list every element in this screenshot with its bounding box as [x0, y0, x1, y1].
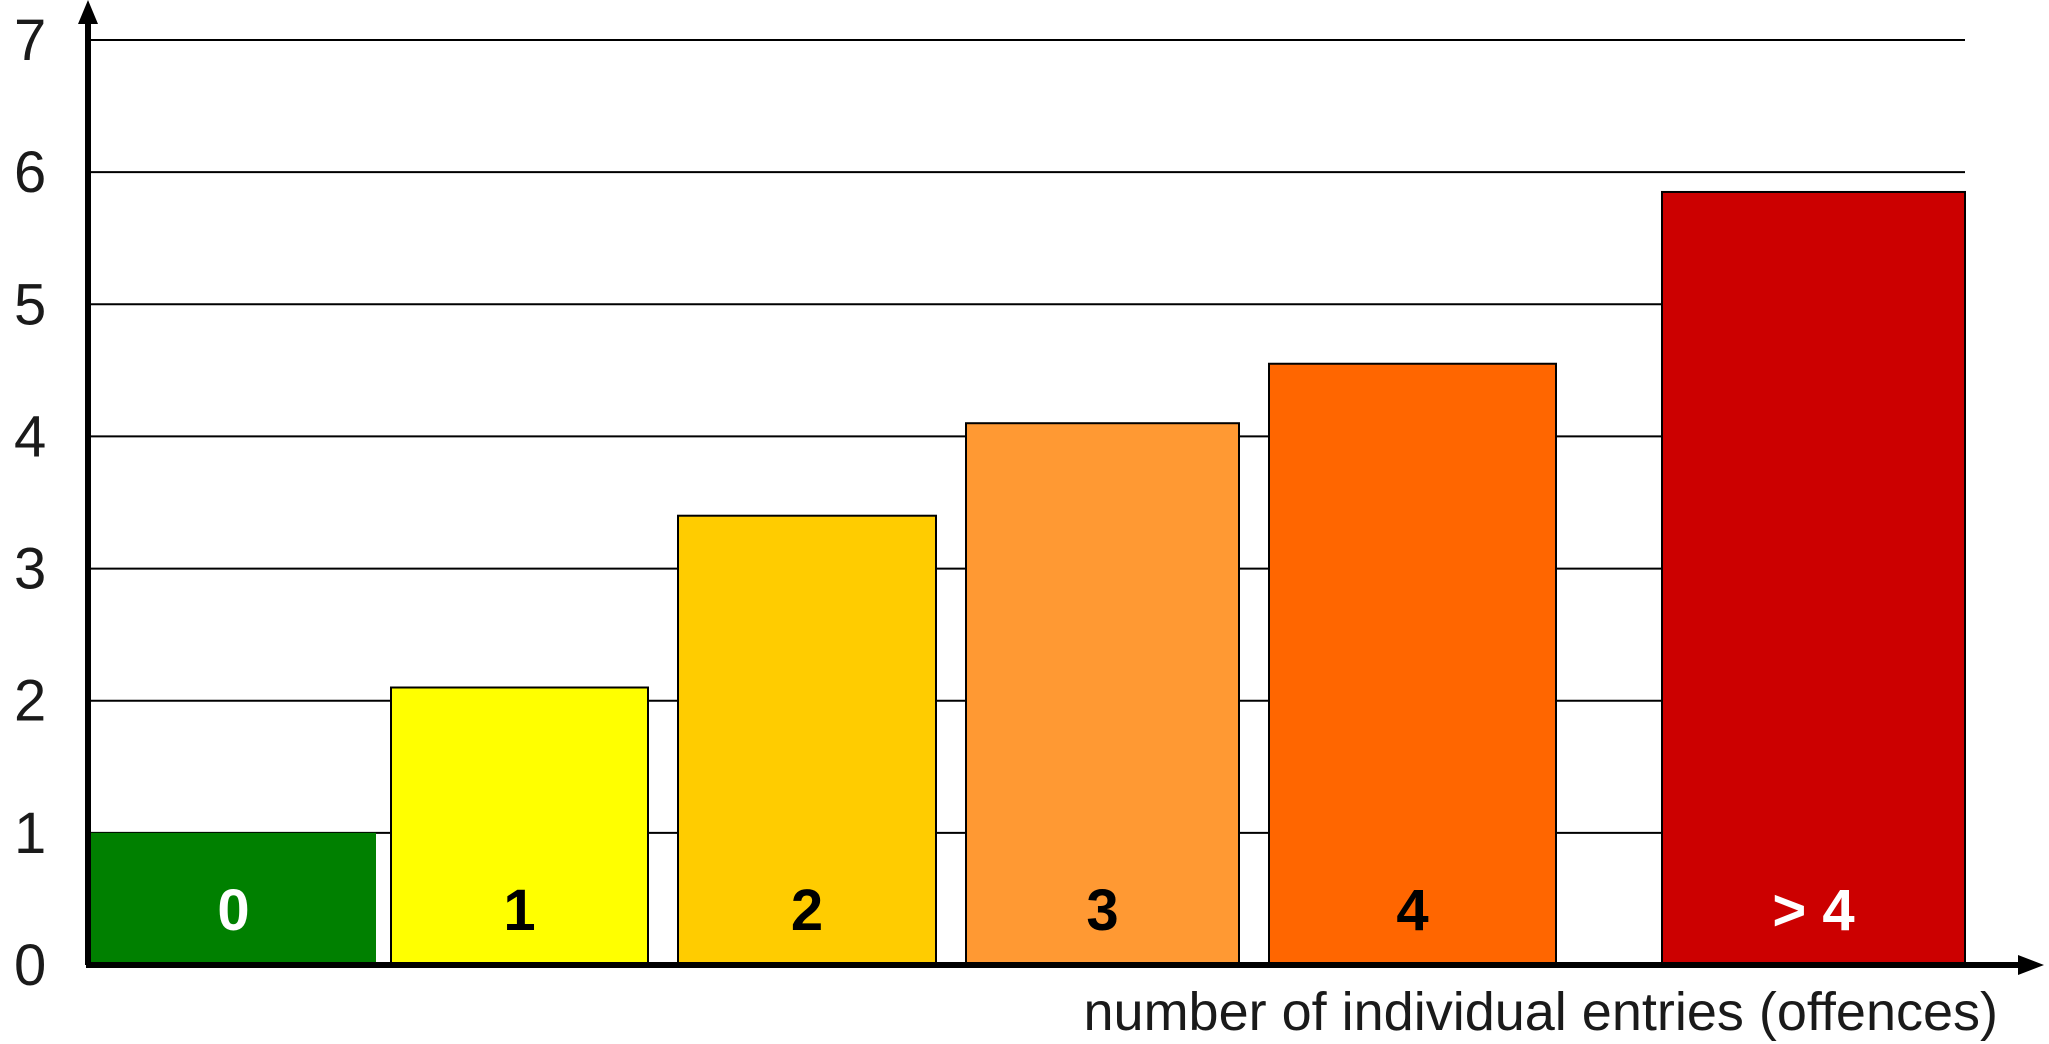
y-tick-labels: 0 1 2 3 4 5 6 7	[14, 8, 46, 998]
bar-category-label: 4	[1396, 878, 1428, 943]
bar-category-label: 2	[791, 878, 823, 943]
y-tick-label: 1	[14, 801, 46, 866]
y-tick-label: 4	[14, 404, 46, 469]
y-tick-label: 6	[14, 140, 46, 205]
bar	[1661, 190, 1966, 966]
bar-category-label: 0	[217, 878, 249, 943]
bar	[390, 686, 649, 966]
y-axis-arrow-icon	[78, 0, 98, 24]
y-tick-label: 3	[14, 537, 46, 602]
y-tick-label: 7	[14, 8, 46, 73]
bar-category-label: 1	[503, 878, 535, 943]
bar	[91, 832, 376, 965]
axes	[78, 0, 2044, 975]
y-tick-label: 0	[14, 933, 46, 998]
y-tick-label: 2	[14, 669, 46, 734]
bar-category-label: 3	[1086, 878, 1118, 943]
y-tick-label: 5	[14, 272, 46, 337]
x-axis-arrow-icon	[2018, 955, 2044, 975]
x-axis-label: number of individual entries (offences)	[1084, 982, 1999, 1042]
bars	[91, 190, 1966, 966]
bar-labels: 0 1 2 3 4 > 4	[217, 878, 1854, 943]
bar	[677, 514, 937, 966]
bar-category-label: > 4	[1772, 878, 1854, 943]
bar	[1268, 362, 1557, 966]
